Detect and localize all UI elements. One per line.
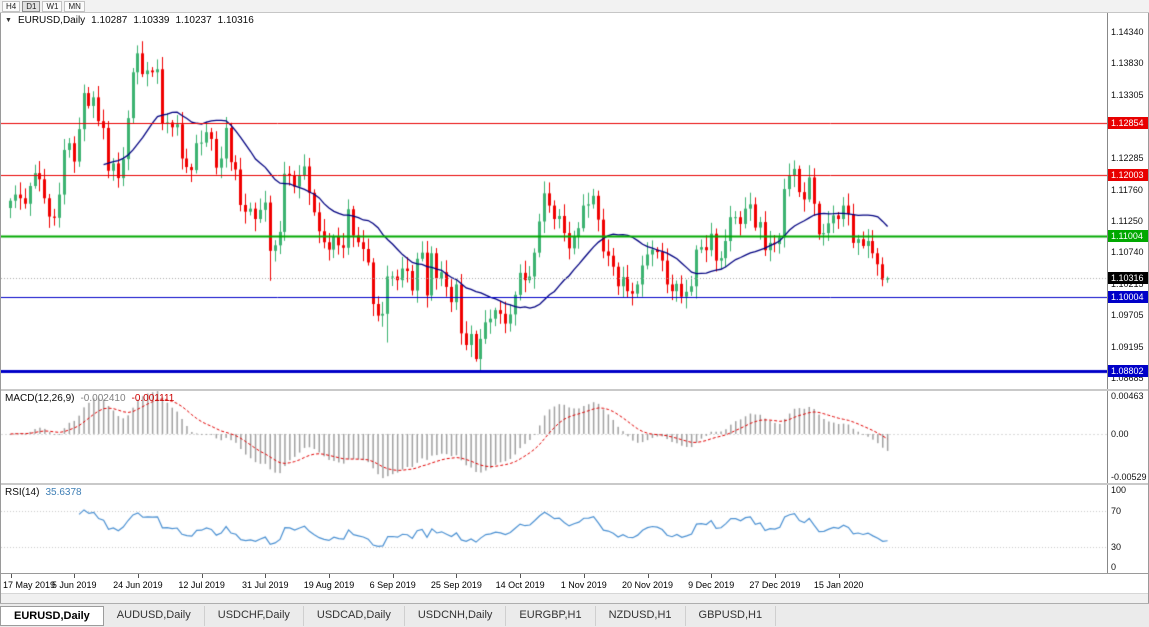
- time-tick: [137, 574, 139, 578]
- chart-title-symbol: EURUSD,Daily: [17, 15, 86, 26]
- date-label: 25 Sep 2019: [430, 580, 482, 590]
- time-tick: [774, 574, 776, 578]
- rsi-scale: 100 70 30 0: [1107, 485, 1148, 573]
- hline-price-tag: 1.08802: [1108, 364, 1148, 377]
- macd-chart[interactable]: [1, 391, 1107, 483]
- horizontal-scrollbar[interactable]: [1, 593, 1148, 603]
- time-tick: [201, 574, 203, 578]
- current-price-tag: 1.10316: [1108, 271, 1148, 284]
- timeframe-button-w1[interactable]: W1: [42, 0, 63, 12]
- time-tick: [10, 574, 12, 578]
- hline-price-tag: 1.12854: [1108, 116, 1148, 129]
- time-tick: [583, 574, 585, 578]
- macd-main-value: -0.002410: [80, 393, 126, 404]
- rsi-scale-label: 70: [1111, 506, 1122, 517]
- ohlc-open: 1.10287: [91, 15, 128, 26]
- time-tick: [711, 574, 713, 578]
- chart-tab-nzdusd[interactable]: NZDUSD,H1: [596, 606, 686, 626]
- hline-price-tag: 1.12003: [1108, 168, 1148, 181]
- time-axis[interactable]: 17 May 2019 5 Jun 2019 24 Jun 2019 12 Jul 2…: [1, 573, 1148, 593]
- macd-title: MACD(12,26,9) -0.002410 -0.001111: [5, 393, 174, 404]
- timeframe-button-d1[interactable]: D1: [22, 0, 41, 12]
- hline-price-tag: 1.10004: [1108, 291, 1148, 304]
- price-panel: ▼ EURUSD,Daily 1.10287 1.10339 1.10237 1…: [1, 13, 1148, 389]
- time-tick: [329, 574, 330, 578]
- rsi-value: 35.6378: [45, 487, 82, 498]
- ohlc-high: 1.10339: [133, 15, 170, 26]
- panel-divider[interactable]: [1, 389, 1148, 391]
- chart-tabbar: EURUSD,Daily AUDUSD,Daily USDCHF,Daily USDC…: [0, 603, 1149, 627]
- price-scale-label: 1.11760: [1111, 184, 1143, 195]
- macd-scale: 0.00463 0.00 -0.00529: [1107, 391, 1148, 483]
- date-label: 6 Sep 2019: [369, 580, 416, 590]
- date-label: 15 Jan 2020: [813, 580, 864, 590]
- date-label: 31 Jul 2019: [242, 580, 289, 590]
- date-label: 27 Dec 2019: [749, 580, 801, 590]
- price-scale-label: 1.13305: [1111, 90, 1144, 101]
- chart-tab-eurusd[interactable]: EURUSD,Daily: [0, 606, 104, 626]
- price-scale-label: 1.11250: [1111, 215, 1143, 226]
- macd-scale-label: 0.00463: [1111, 391, 1144, 401]
- panel-divider[interactable]: [1, 483, 1148, 485]
- hline-price-tag: 1.11004: [1108, 229, 1148, 242]
- macd-scale-label: 0.00: [1111, 428, 1129, 439]
- date-label: 1 Nov 2019: [560, 580, 607, 590]
- rsi-scale-label: 100: [1111, 485, 1127, 495]
- time-tick: [647, 574, 649, 578]
- time-tick: [74, 574, 76, 578]
- macd-panel: MACD(12,26,9) -0.002410 -0.001111 0.0046…: [1, 391, 1148, 483]
- chart-dropdown-icon[interactable]: ▼: [5, 17, 12, 24]
- chart-tab-usdchf[interactable]: USDCHF,Daily: [205, 606, 304, 626]
- time-tick: [520, 574, 522, 578]
- time-tick: [392, 574, 394, 578]
- ohlc-close: 1.10316: [217, 15, 254, 26]
- candlestick-chart[interactable]: [1, 13, 1107, 389]
- timeframe-button-mn[interactable]: MN: [64, 0, 85, 12]
- ohlc-low: 1.10237: [175, 15, 212, 26]
- time-tick: [265, 574, 267, 578]
- chart-window: ▼ EURUSD,Daily 1.10287 1.10339 1.10237 1…: [0, 13, 1149, 603]
- price-scale-label: 1.10740: [1111, 247, 1144, 258]
- price-scale-label: 1.09705: [1111, 310, 1144, 321]
- rsi-scale-label: 30: [1111, 541, 1122, 552]
- date-label: 14 Oct 2019: [495, 580, 545, 590]
- date-label: 19 Aug 2019: [303, 580, 355, 590]
- macd-scale-label: -0.00529: [1111, 472, 1147, 482]
- chart-tab-audusd[interactable]: AUDUSD,Daily: [104, 606, 205, 626]
- chart-tab-usdcad[interactable]: USDCAD,Daily: [304, 606, 405, 626]
- macd-label: MACD(12,26,9): [5, 393, 75, 404]
- chart-tab-gbpusd[interactable]: GBPUSD,H1: [686, 606, 777, 626]
- time-tick: [456, 574, 458, 578]
- date-label: 24 Jun 2019: [113, 580, 163, 590]
- date-label: 5 Jun 2019: [51, 580, 97, 590]
- price-scale-label: 1.14340: [1111, 26, 1144, 37]
- date-label: 12 Jul 2019: [178, 580, 225, 590]
- price-scale-label: 1.13830: [1111, 58, 1144, 69]
- chart-title: ▼ EURUSD,Daily 1.10287 1.10339 1.10237 1…: [5, 15, 254, 26]
- date-label: 17 May 2019: [3, 580, 56, 590]
- price-scale-label: 1.08685: [1111, 372, 1144, 383]
- price-scale-label: 1.09195: [1111, 341, 1144, 352]
- price-scale[interactable]: 1.143401.138301.133051.127951.122851.117…: [1107, 13, 1148, 389]
- rsi-chart[interactable]: [1, 485, 1107, 573]
- time-tick: [838, 574, 840, 578]
- price-scale-label: 1.10215: [1111, 279, 1144, 290]
- date-label: 20 Nov 2019: [621, 580, 674, 590]
- chart-tab-usdcnh[interactable]: USDCNH,Daily: [405, 606, 507, 626]
- rsi-title: RSI(14) 35.6378: [5, 487, 82, 498]
- rsi-panel: RSI(14) 35.6378 100 70 30 0: [1, 485, 1148, 573]
- date-label: 9 Dec 2019: [688, 580, 735, 590]
- rsi-scale-label: 0: [1111, 562, 1117, 572]
- timeframe-toolbar: H4 D1 W1 MN: [0, 0, 1149, 13]
- timeframe-button-h4[interactable]: H4: [2, 0, 21, 12]
- rsi-label: RSI(14): [5, 487, 40, 498]
- chart-tab-eurgbp[interactable]: EURGBP,H1: [506, 606, 596, 626]
- price-scale-label: 1.12285: [1111, 152, 1144, 163]
- macd-signal-value: -0.001111: [131, 393, 175, 404]
